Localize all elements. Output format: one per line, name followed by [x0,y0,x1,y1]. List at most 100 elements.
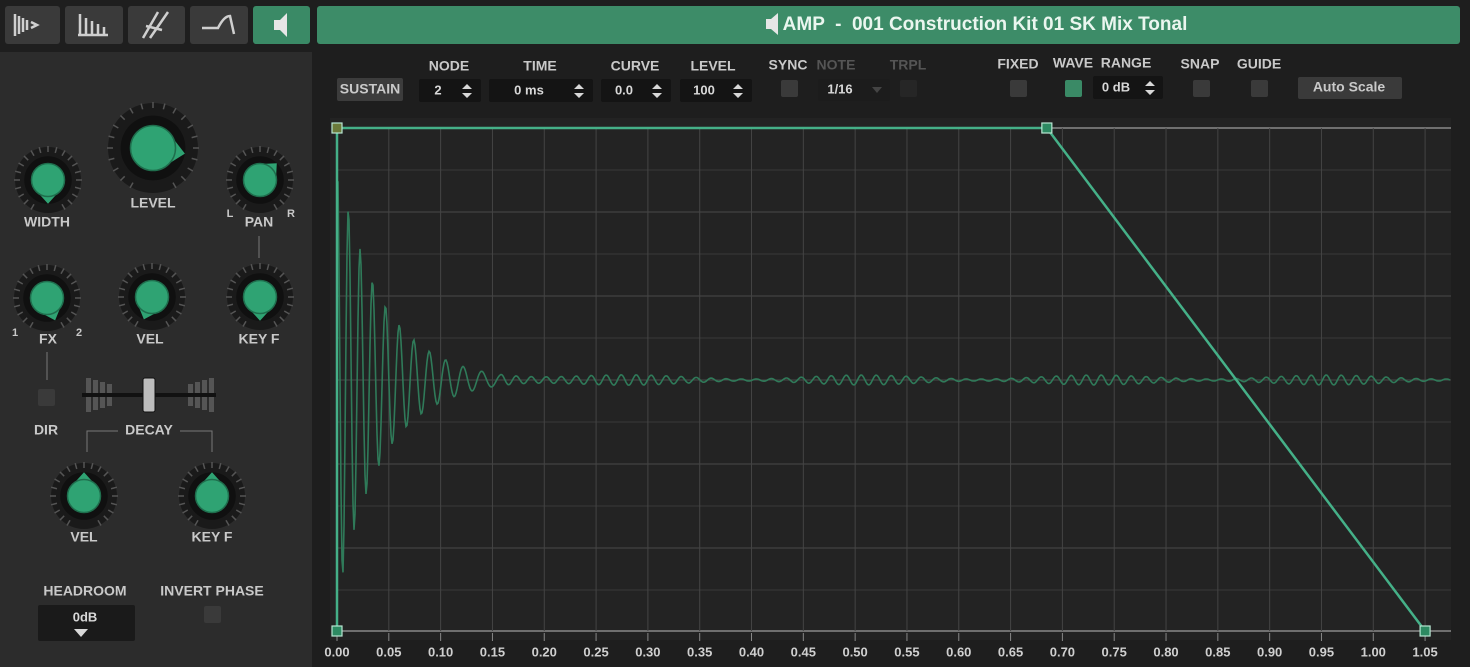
knob-tick [218,462,222,470]
knob-tick [134,320,139,327]
knob-tick [191,157,198,161]
knob-tick [286,170,294,174]
knob-tick [273,150,278,157]
label: LEVEL [130,195,176,211]
knob[interactable] [14,146,82,213]
knob-tick [118,303,126,307]
knob-cap [30,162,66,198]
knob-tick [171,316,177,322]
headroom-dropdown[interactable] [38,605,135,641]
knob-tick [191,135,198,139]
tab-button[interactable] [128,6,185,44]
knob-tick [187,167,194,172]
field-value: 0 ms [514,82,544,97]
knob-tick [175,279,182,284]
value-field[interactable] [419,79,481,102]
knob-tick [110,502,118,506]
knob-tick [172,107,177,114]
knob-tick [225,466,230,473]
knob[interactable] [226,146,294,213]
value-field[interactable] [680,79,752,102]
knob-tick [54,509,61,514]
knob-tick [67,155,73,161]
x-tick-label: 0.30 [635,644,660,659]
x-tick-label: 0.00 [324,644,349,659]
knob-tick [67,199,73,205]
knob-tick [187,124,194,129]
field-label: NODE [429,58,469,74]
knob-cap [242,279,278,315]
checkbox[interactable] [38,389,55,406]
icon [78,14,108,37]
checkbox[interactable] [781,80,798,97]
knob-tick [187,471,193,477]
knob-tick [54,478,61,483]
checkbox[interactable] [1065,80,1082,97]
checkbox[interactable] [1193,80,1210,97]
knob[interactable] [50,462,118,529]
slider-handle[interactable] [142,377,156,413]
knob-tick [286,303,294,307]
label: KEY F [192,529,233,545]
knob-tick [66,317,72,323]
knob-tick [127,316,133,322]
knob-tick [283,162,290,167]
knob-tick [66,466,71,473]
knob[interactable] [178,462,246,529]
dropdown-arrow [74,629,88,637]
knob-tick [235,478,242,483]
knob-tick [178,303,186,307]
knob[interactable] [118,263,186,330]
knob[interactable] [226,263,294,330]
knob-tick [165,320,170,327]
header-title: AMP - 001 Construction Kit 01 SK Mix Ton… [783,14,1188,35]
label: FX [39,331,58,347]
knob-tick [235,272,241,278]
value-field[interactable] [1093,76,1163,99]
knob-tick [108,135,115,139]
knob-tick [129,182,134,189]
checkbox[interactable] [1251,80,1268,97]
checkbox[interactable] [204,606,221,623]
checkbox[interactable] [1010,80,1027,97]
field-label: FIXED [997,56,1038,72]
field-value: 2 [434,82,441,97]
knob-tick [266,146,270,154]
knob-cap [129,124,177,172]
knob-tick [61,203,66,210]
knob-tick [29,321,34,328]
knob-tick [50,502,58,506]
knob[interactable] [107,102,199,193]
x-tick-label: 0.65 [998,644,1023,659]
knob-tick [231,471,237,477]
value-field[interactable] [818,79,890,101]
knob-tick [60,268,65,275]
knob-tick [235,316,241,322]
value-field[interactable] [489,79,593,102]
auto-scale-button[interactable] [1298,77,1402,99]
tab-button[interactable] [5,6,60,44]
button-label: Auto Scale [1313,79,1386,95]
knob-tick [279,199,285,205]
label: HEADROOM [43,583,126,599]
checkbox[interactable] [900,80,917,97]
knob-tick [180,114,187,121]
knob-tick [286,186,294,190]
knob[interactable] [13,264,81,331]
knob-tick [172,182,177,189]
field-label: SNAP [1181,56,1220,72]
knob-tick [110,486,118,490]
value-field[interactable] [601,79,671,102]
knob-cap [194,478,230,514]
sustain-button[interactable] [337,78,403,101]
spin-arrows [652,84,662,98]
knob-tick [18,193,25,198]
knob-tick [119,175,126,182]
knob-tick [235,199,241,205]
knob-tick [30,150,35,157]
tab-button[interactable] [65,6,123,44]
knob-tick [18,162,25,167]
label: 0dB [73,609,98,624]
knob-tick [286,287,294,291]
